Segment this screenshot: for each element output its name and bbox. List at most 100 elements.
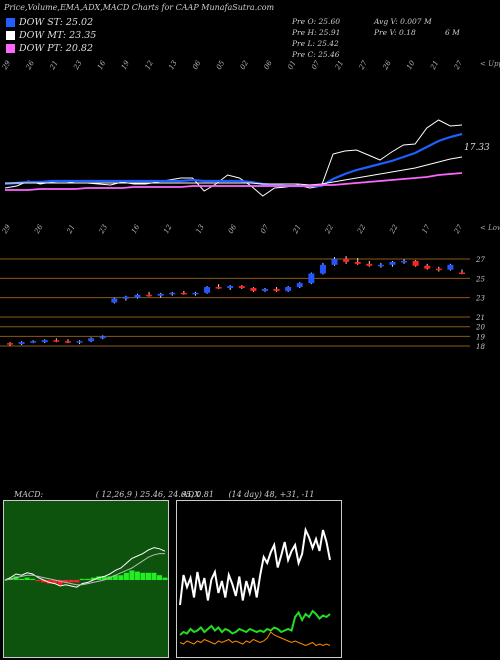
- candle-body: [215, 287, 222, 289]
- macd-histogram-bar: [41, 580, 47, 583]
- macd-histogram-bar: [46, 580, 52, 584]
- candle-body: [412, 260, 419, 266]
- macd-histogram-bar: [162, 577, 168, 580]
- macd-histogram-bar: [118, 575, 124, 580]
- candle-body: [180, 292, 187, 295]
- macd-histogram-bar: [129, 570, 135, 580]
- candle-body: [308, 273, 315, 284]
- candle-body: [18, 342, 25, 345]
- macd-histogram-bar: [107, 576, 113, 580]
- macd-histogram-bar: [140, 572, 146, 580]
- lower-label: < Lower: [480, 224, 500, 232]
- stat-avg-volume: Avg V: 0.007 M: [374, 17, 432, 26]
- dow-st-label: DOW ST: 25.02: [19, 17, 94, 28]
- bottom-date-label: 16: [130, 223, 142, 235]
- candle-body: [41, 340, 48, 343]
- dow-mt-swatch: [6, 31, 15, 40]
- macd-histogram-bar: [30, 578, 36, 580]
- top-date-label: 26: [381, 59, 393, 72]
- bottom-date-label: 23: [97, 223, 109, 236]
- candle-body: [7, 343, 13, 345]
- dow-st-swatch: [6, 18, 15, 27]
- dow-st-legend: DOW ST: 25.02: [6, 17, 93, 28]
- macd-histogram-bar: [156, 575, 162, 580]
- macd-histogram-bar: [19, 578, 25, 580]
- macd-histogram-bar: [35, 580, 41, 582]
- adx-series-line: [179, 631, 331, 647]
- price-tick-label: 19: [476, 333, 485, 341]
- macd-params: ( 12,26,9 ) 25.46, 24.65, 0.81: [95, 490, 214, 499]
- stat-low: Pre L: 25.42: [292, 39, 339, 48]
- ema-series-line: [5, 172, 463, 191]
- bottom-date-label: 06: [227, 223, 239, 235]
- candle-body: [319, 264, 326, 274]
- stat-high: Pre H: 25.91: [292, 28, 341, 37]
- macd-chart: [3, 500, 169, 658]
- candle-body: [296, 283, 303, 288]
- bottom-date-label: 27: [452, 223, 464, 236]
- candle-body: [88, 338, 95, 342]
- adx-title: ADX: [182, 490, 200, 499]
- ema-series-line: [4, 119, 463, 197]
- macd-histogram-bar: [74, 580, 80, 583]
- top-date-label: 12: [144, 59, 156, 71]
- stat-open: Pre O: 25.60: [292, 17, 340, 26]
- price-tick-label: 20: [475, 324, 485, 332]
- macd-histogram-bar: [24, 577, 30, 580]
- price-tick-label: 27: [475, 256, 485, 264]
- candle-body: [377, 264, 384, 267]
- top-date-label: 21: [429, 59, 441, 72]
- bottom-date-label: 22: [355, 223, 367, 236]
- candle-body: [354, 261, 361, 264]
- ema-value-label: 17.33: [464, 143, 490, 153]
- macd-title: MACD:: [14, 490, 44, 499]
- top-date-label: 19: [120, 59, 132, 71]
- macd-histogram-bar: [101, 576, 107, 580]
- ema-series-line: [4, 132, 463, 188]
- candle-body: [343, 259, 350, 262]
- chart-title: Price,Volume,EMA,ADX,MACD Charts for CAA…: [4, 3, 275, 12]
- macd-histogram-bar: [79, 578, 85, 580]
- macd-panel-title: MACD: ( 12,26,9 ) 25.46, 24.65, 0.81: [14, 490, 214, 499]
- dow-pt-legend: DOW PT: 20.82: [6, 43, 93, 54]
- candle-body: [122, 296, 129, 299]
- candle-body: [261, 288, 268, 291]
- dow-mt-label: DOW MT: 23.35: [19, 30, 97, 41]
- bottom-date-label: 07: [259, 223, 271, 235]
- top-date-label: 21: [333, 59, 345, 72]
- candle-body: [273, 288, 280, 291]
- price-tick-label: 21: [475, 314, 485, 322]
- top-date-label: 06: [262, 59, 274, 71]
- stat-prev-volume: Pre V: 0.18: [374, 28, 416, 37]
- macd-histogram-bar: [123, 572, 129, 580]
- adx-series-line: [179, 609, 331, 636]
- dow-pt-label: DOW PT: 20.82: [19, 43, 93, 54]
- stat-close: Pre C: 25.46: [292, 50, 340, 59]
- candle-body: [111, 298, 118, 303]
- candle-body: [459, 272, 465, 275]
- macd-histogram-bar: [134, 571, 140, 580]
- bottom-date-label: 17: [421, 223, 433, 235]
- price-tick-label: 18: [476, 343, 485, 351]
- macd-histogram-bar: [63, 580, 69, 583]
- candle-body: [146, 294, 153, 297]
- candle-body: [401, 260, 408, 263]
- macd-histogram-bar: [8, 578, 14, 580]
- macd-histogram-bar: [90, 577, 96, 580]
- candle-body: [30, 341, 37, 343]
- top-date-label: 29: [0, 59, 12, 72]
- candle-body: [53, 340, 60, 342]
- macd-histogram-bar: [151, 572, 157, 580]
- top-date-label: 21: [48, 59, 60, 72]
- bottom-date-label: 29: [0, 223, 12, 236]
- candle-body: [447, 264, 454, 270]
- macd-series-line: [4, 553, 165, 586]
- candle-body: [389, 261, 396, 265]
- candle-body: [76, 341, 83, 343]
- candle-body: [64, 341, 71, 343]
- dow-pt-swatch: [6, 44, 15, 53]
- candle-body: [424, 265, 431, 269]
- macd-histogram-bar: [96, 576, 102, 580]
- adx-chart: [176, 500, 342, 658]
- top-date-label: 16: [96, 59, 108, 71]
